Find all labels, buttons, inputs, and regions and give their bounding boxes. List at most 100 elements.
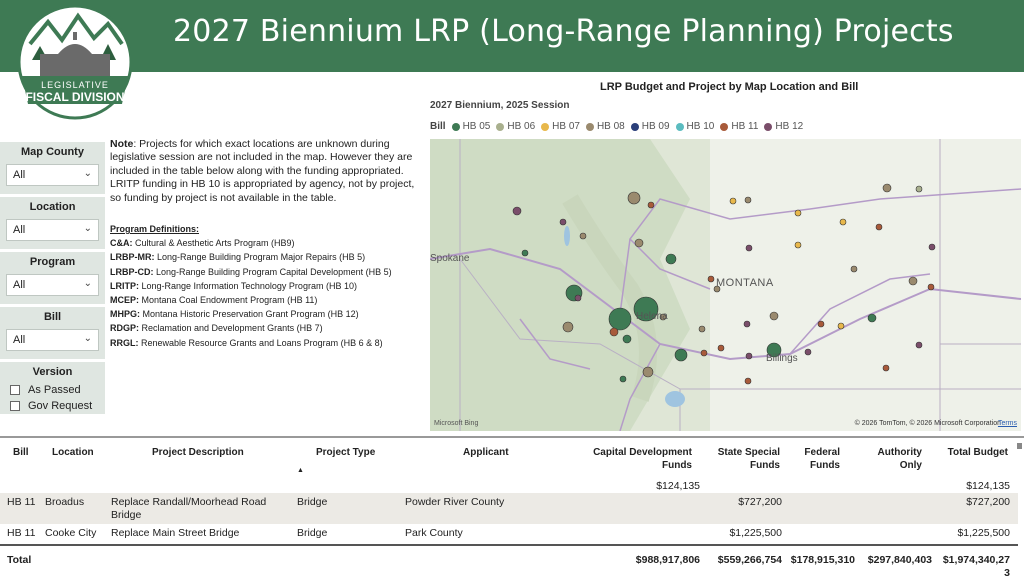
legend-label: HB 11: [731, 121, 759, 132]
map-county-slicer: Map County All ⌄: [0, 142, 105, 194]
cell-state: $1,225,500: [729, 527, 782, 539]
header-applicant[interactable]: Applicant: [463, 447, 509, 458]
cell-total: $124,135: [966, 480, 1010, 492]
legend-item[interactable]: HB 12: [764, 121, 803, 132]
header-total-budget[interactable]: Total Budget: [947, 447, 1008, 458]
definition-text: Montana Coal Endowment Program (HB 11): [139, 295, 318, 306]
legend-item[interactable]: HB 08: [585, 121, 625, 132]
cell-project-type: Bridge: [297, 496, 328, 508]
total-budget: $1,974,340,273: [942, 554, 1010, 577]
note-label: Note: [110, 138, 134, 150]
legend-dot-icon: [496, 122, 505, 131]
table-total-row: Total $988,917,806 $559,266,754 $178,915…: [0, 544, 1018, 577]
program-dropdown[interactable]: All ⌄: [6, 274, 99, 296]
header-description[interactable]: Project Description: [152, 447, 244, 458]
table-row[interactable]: $124,135 $124,135: [0, 480, 1018, 495]
chevron-down-icon: ⌄: [83, 278, 92, 289]
version-option-label: Gov Request: [28, 400, 93, 412]
bill-slicer-title: Bill: [43, 311, 62, 323]
map-county-slicer-title: Map County: [21, 146, 84, 158]
page-title: 2027 Biennium LRP (Long-Range Planning) …: [173, 14, 954, 49]
definition-code: LRBP-MR:: [110, 252, 155, 263]
map-label-billings: Billings: [766, 353, 798, 364]
chevron-down-icon: ⌄: [83, 333, 92, 344]
version-option-gov-request[interactable]: Gov Request: [0, 398, 105, 414]
legend-label: HB 09: [641, 121, 670, 132]
definitions-title: Program Definitions:: [110, 224, 200, 234]
definition-code: MCEP:: [110, 295, 139, 306]
location-slicer: Location All ⌄: [0, 197, 105, 249]
header-bar: 2027 Biennium LRP (Long-Range Planning) …: [0, 0, 1024, 72]
definition-text: Montana Historic Preservation Grant Prog…: [140, 309, 359, 320]
legend-item[interactable]: HB 05: [451, 121, 490, 132]
total-state: $559,266,754: [717, 554, 782, 566]
bill-value: All: [13, 334, 26, 346]
checkbox[interactable]: [10, 401, 20, 411]
definition-item: MCEP: Montana Coal Endowment Program (HB…: [110, 293, 430, 307]
header-authority-only[interactable]: Authority Only: [877, 447, 922, 471]
definition-code: C&A:: [110, 238, 133, 249]
cell-description: Replace Main Street Bridge: [111, 527, 240, 539]
definition-text: Reclamation and Development Grants (HB 7…: [139, 323, 323, 334]
cell-total: $727,200: [966, 496, 1010, 508]
table-scrollbar[interactable]: [1017, 443, 1022, 449]
map-subtitle: 2027 Biennium, 2025 Session: [430, 100, 570, 111]
logo-line2: FISCAL DIVISION: [25, 90, 125, 104]
legend-label: HB 08: [596, 121, 625, 132]
sort-ascending-icon[interactable]: ▲: [297, 467, 304, 474]
table-row[interactable]: HB 11 Broadus Replace Randall/Moorhead R…: [0, 493, 1018, 524]
map-legend: Bill HB 05 HB 06 HB 07 HB 08 HB 09 HB 10…: [430, 121, 809, 132]
program-definitions: Program Definitions: C&A: Cultural & Aes…: [110, 222, 430, 350]
total-label: Total: [7, 554, 32, 566]
version-option-as-passed[interactable]: As Passed: [0, 382, 105, 398]
cell-bill: HB 11: [7, 496, 36, 508]
header-project-type[interactable]: Project Type: [316, 447, 376, 458]
definition-text: Renewable Resource Grants and Loans Prog…: [138, 337, 383, 348]
cell-applicant: Powder River County: [405, 496, 505, 508]
legend-item[interactable]: HB 06: [496, 121, 535, 132]
map-label-montana: MONTANA: [716, 277, 774, 289]
legend-item[interactable]: HB 11: [720, 121, 758, 132]
map-point-markers[interactable]: [512, 183, 936, 385]
project-map[interactable]: Spokane MONTANA Helena Billings Microsof…: [430, 139, 1021, 431]
location-slicer-title: Location: [29, 201, 76, 213]
definition-item: C&A: Cultural & Aesthetic Arts Program (…: [110, 236, 430, 250]
location-dropdown[interactable]: All ⌄: [6, 219, 99, 241]
map-county-dropdown[interactable]: All ⌄: [6, 164, 99, 186]
map-county-value: All: [13, 169, 26, 181]
header-state-funds[interactable]: State Special Funds: [717, 447, 780, 471]
legend-dot-icon: [451, 122, 460, 131]
bill-dropdown[interactable]: All ⌄: [6, 329, 99, 351]
header-capital-funds[interactable]: Capital Development Funds: [593, 447, 692, 471]
header-federal-funds[interactable]: Federal Funds: [804, 447, 840, 471]
legend-item[interactable]: HB 09: [630, 121, 670, 132]
cell-capital: $124,135: [656, 480, 700, 492]
table-row[interactable]: HB 11 Cooke City Replace Main Street Bri…: [0, 524, 1018, 542]
map-label-spokane: Spokane: [430, 253, 470, 264]
total-federal: $178,915,310: [790, 554, 855, 566]
definition-code: RDGP:: [110, 323, 139, 334]
definition-item: LRBP-CD: Long-Range Building Program Cap…: [110, 265, 430, 279]
definition-text: Long-Range Information Technology Progra…: [139, 280, 357, 291]
legend-item[interactable]: HB 07: [541, 121, 580, 132]
legend-dot-icon: [764, 122, 773, 131]
projects-table: Bill Location Project Description Projec…: [0, 436, 1024, 577]
cell-state: $727,200: [738, 496, 782, 508]
cell-description: Replace Randall/Moorhead Road Bridge: [111, 496, 267, 521]
terms-link[interactable]: Terms: [997, 420, 1017, 427]
checkbox[interactable]: [10, 385, 20, 395]
definition-item: RRGL: Renewable Resource Grants and Loan…: [110, 336, 430, 350]
note-text: Note: Projects for which exact locations…: [110, 138, 425, 205]
version-slicer-title: Version: [32, 366, 73, 378]
fiscal-division-logo: LEGISLATIVE FISCAL DIVISION: [10, 4, 140, 120]
note-body: : Projects for which exact locations are…: [110, 138, 415, 204]
header-bill[interactable]: Bill: [13, 447, 29, 458]
legend-item[interactable]: HB 10: [675, 121, 714, 132]
header-location[interactable]: Location: [52, 447, 94, 458]
definition-text: Cultural & Aesthetic Arts Program (HB9): [132, 238, 295, 249]
chevron-down-icon: ⌄: [83, 223, 92, 234]
definition-code: MHPG:: [110, 309, 140, 320]
location-value: All: [13, 224, 26, 236]
program-value: All: [13, 279, 26, 291]
program-slicer: Program All ⌄: [0, 252, 105, 304]
